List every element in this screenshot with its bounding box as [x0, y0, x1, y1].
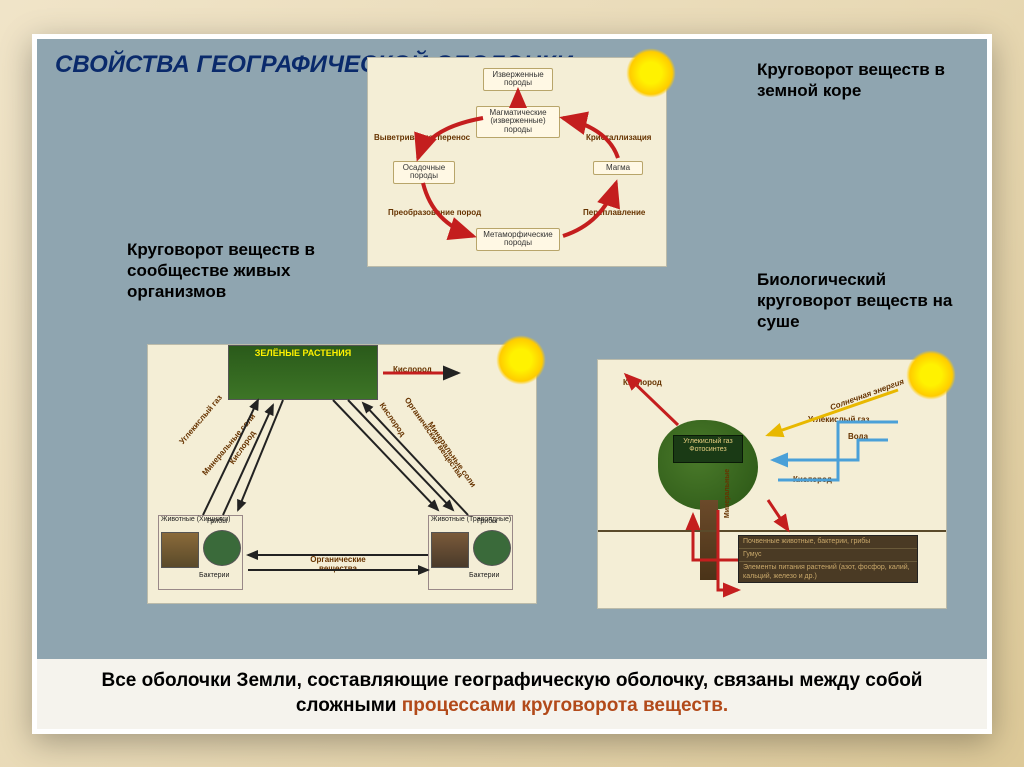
footer-highlight: процессами круговорота веществ.	[402, 695, 728, 716]
label-voda-bio: Вода	[848, 432, 868, 441]
footer-caption: Все оболочки Земли, составляющие географ…	[37, 659, 987, 728]
edge-kristall: Кристаллизация	[586, 133, 651, 142]
label-left-ugl: Углекислый газ	[178, 393, 224, 446]
label-kislorod-bio: Кислород	[623, 378, 662, 387]
sun-icon	[496, 335, 546, 385]
label-kislorod-top: Кислород	[393, 365, 432, 374]
slide: СВОЙСТВА ГЕОГРАФИЧЕСКОЙ ОБОЛОЧКИ Кругово…	[37, 39, 987, 729]
fotosintez-box: Углекислый газ Фотосинтез	[673, 435, 743, 463]
txt-bakt1: Бактерии	[199, 572, 229, 579]
label-earth-crust: Круговорот веществ в земной коре	[757, 59, 957, 102]
node-metamorph: Метаморфические породы	[476, 228, 560, 252]
soil-box: Почвенные животные, бактерии, грибы Гуму…	[738, 535, 918, 583]
label-ugl-bio: Углекислый газ	[808, 415, 870, 424]
edge-preobr: Преобразование пород	[388, 208, 481, 217]
living-cycle-diagram: ЗЕЛЁНЫЕ РАСТЕНИЯ Кислород Углекислый газ…	[147, 344, 537, 604]
node-osad: Осадочные породы	[393, 161, 455, 185]
node-magma: Магма	[593, 161, 643, 176]
sun-icon	[906, 350, 956, 400]
plant-banner-title: ЗЕЛЁНЫЕ РАСТЕНИЯ	[229, 348, 377, 358]
bio-cycle-diagram: Солнечная энергия Кислород Углекислый га…	[597, 359, 947, 609]
txt-herb: Животные (Травоядные)	[431, 516, 511, 523]
txt-griby2: Грибы	[477, 518, 497, 525]
label-bio-land: Биологический круговорот веществ на суше	[757, 269, 957, 333]
label-sun-energy: Солнечная энергия	[829, 376, 905, 411]
node-izverzh: Изверженные породы	[483, 68, 553, 92]
txt-bakt2: Бактерии	[469, 572, 499, 579]
label-right-kis: Кислород	[378, 401, 408, 438]
soil-text2: Гумус	[739, 548, 917, 561]
label-kislorod2-bio: Кислород	[793, 475, 832, 484]
txt-griby1: Грибы	[207, 518, 227, 525]
label-right-min: Минеральные соли	[426, 420, 478, 489]
soil-text1: Почвенные животные, бактерии, грибы	[739, 536, 917, 548]
ground-line	[598, 530, 946, 532]
label-mineral: Минеральные	[724, 468, 731, 517]
node-magmat: Магматические (изверженные) породы	[476, 106, 560, 138]
label-center-org: Органические вещества	[303, 555, 373, 573]
label-living-organisms: Круговорот веществ в сообществе живых ор…	[127, 239, 337, 303]
rock-cycle-diagram: Изверженные породы Магматические (изверж…	[367, 57, 667, 267]
edge-vyvetr: Выветривание, перенос	[374, 133, 470, 142]
herbivore-box: Животные (Травоядные) Грибы Бактерии	[428, 515, 513, 590]
plant-banner: ЗЕЛЁНЫЕ РАСТЕНИЯ	[228, 345, 378, 400]
soil-text3: Элементы питания растений (азот, фосфор,…	[739, 561, 917, 583]
edge-pereplavl: Переплавление	[583, 208, 645, 217]
predator-box: Животные (Хищники) Грибы Бактерии	[158, 515, 243, 590]
tree-icon	[658, 420, 758, 510]
sun-icon	[626, 48, 676, 98]
